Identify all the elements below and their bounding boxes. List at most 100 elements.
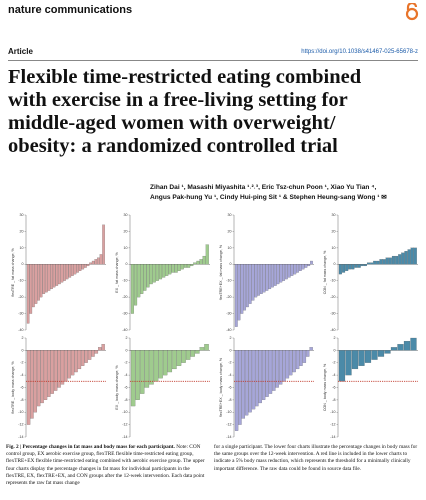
bar: [338, 350, 346, 382]
y-tick-label: -12: [226, 423, 231, 427]
bar: [26, 350, 31, 425]
bar: [234, 350, 239, 431]
y-tick-label: -10: [122, 410, 127, 414]
bar: [187, 264, 191, 268]
bar: [251, 264, 255, 301]
y-tick-label: 20: [124, 229, 128, 233]
caption-text: Note: CON control group, EX aerobic exer…: [6, 444, 205, 487]
caption-text: for a single participant. The lower four…: [214, 444, 418, 472]
bar: [258, 350, 262, 404]
bar: [81, 350, 85, 366]
y-tick-label: -30: [18, 312, 23, 316]
bar: [97, 257, 100, 265]
bar: [193, 262, 197, 265]
y-tick-label: -10: [18, 279, 23, 283]
bar: [65, 264, 69, 280]
bar: [60, 350, 65, 385]
bar: [63, 264, 66, 281]
bar: [398, 254, 402, 265]
bar: [34, 264, 38, 304]
y-tick-label: 30: [228, 213, 232, 217]
authors: Zihan Dai ¹, Masashi Miyashita ¹˒²˒³, Er…: [150, 183, 420, 203]
y-tick-label: -14: [18, 435, 23, 439]
y-tick-label: -4: [228, 373, 231, 377]
bar: [306, 350, 310, 357]
y-tick-label: -40: [18, 328, 23, 332]
y-axis-label: CON _ fat mass change, %: [323, 250, 327, 294]
y-tick-label: -4: [332, 373, 335, 377]
bar: [390, 347, 398, 351]
bar: [410, 337, 417, 351]
bar: [140, 350, 145, 394]
bar: [204, 344, 209, 351]
bar: [241, 350, 246, 419]
y-tick-label: 30: [332, 213, 336, 217]
bar: [50, 264, 53, 290]
bar: [246, 264, 249, 308]
bar: [278, 350, 283, 385]
bar: [94, 259, 98, 265]
bar: [199, 259, 203, 265]
bar: [276, 264, 280, 285]
y-tick-label: 0: [334, 348, 336, 352]
y-tick-label: -8: [332, 398, 335, 402]
bar: [155, 264, 159, 281]
bar: [130, 264, 134, 314]
bar: [298, 264, 302, 271]
bar: [271, 264, 274, 288]
y-tick-label: 2: [230, 336, 232, 340]
bar: [292, 350, 296, 373]
bar: [86, 264, 90, 267]
bar: [158, 350, 163, 379]
bar: [149, 350, 154, 385]
bar: [158, 264, 163, 280]
bar: [40, 350, 44, 404]
bar: [190, 350, 195, 357]
bar: [153, 350, 159, 382]
y-tick-label: -6: [332, 385, 335, 389]
y-tick-label: 0: [22, 348, 24, 352]
bar: [163, 350, 168, 376]
y-axis-label: flexTRE _ body mass change, %: [11, 361, 15, 414]
y-tick-label: -30: [330, 312, 335, 316]
bar: [268, 350, 273, 394]
bar: [345, 264, 349, 271]
y-tick-label: 0: [230, 262, 232, 266]
bar: [84, 350, 88, 363]
bar: [265, 350, 269, 397]
y-tick-label: -14: [330, 435, 335, 439]
bar: [149, 264, 153, 285]
bar: [384, 350, 391, 354]
bar: [289, 350, 293, 376]
y-tick-label: -14: [226, 435, 231, 439]
bar: [29, 264, 33, 314]
bar: [282, 264, 286, 281]
author-line: Zihan Dai ¹, Masashi Miyashita ¹˒²˒³, Er…: [150, 184, 377, 191]
bar: [282, 350, 286, 382]
doi-link[interactable]: https://doi.org/10.1038/s41467-025-65678…: [301, 49, 418, 55]
y-tick-label: -30: [122, 312, 127, 316]
bar: [55, 264, 59, 286]
y-tick-label: 30: [124, 213, 128, 217]
y-tick-label: 10: [228, 246, 232, 250]
bar: [196, 260, 200, 265]
bar: [268, 264, 272, 290]
bar: [259, 264, 263, 294]
bar: [307, 264, 311, 267]
y-axis-label: CON _ body mass change, %: [323, 363, 327, 411]
y-tick-label: 0: [334, 262, 336, 266]
y-tick-label: -8: [228, 398, 231, 402]
journal-name: nature communications: [8, 4, 133, 16]
y-tick-label: -30: [226, 312, 231, 316]
y-tick-label: -12: [330, 423, 335, 427]
y-tick-label: -2: [228, 361, 231, 365]
y-tick-label: -10: [226, 279, 231, 283]
y-tick-label: -20: [18, 295, 23, 299]
bar: [262, 264, 266, 293]
bar: [78, 264, 82, 271]
bar: [345, 350, 352, 376]
bar: [91, 260, 95, 265]
bar: [238, 350, 242, 425]
bar: [310, 260, 313, 265]
